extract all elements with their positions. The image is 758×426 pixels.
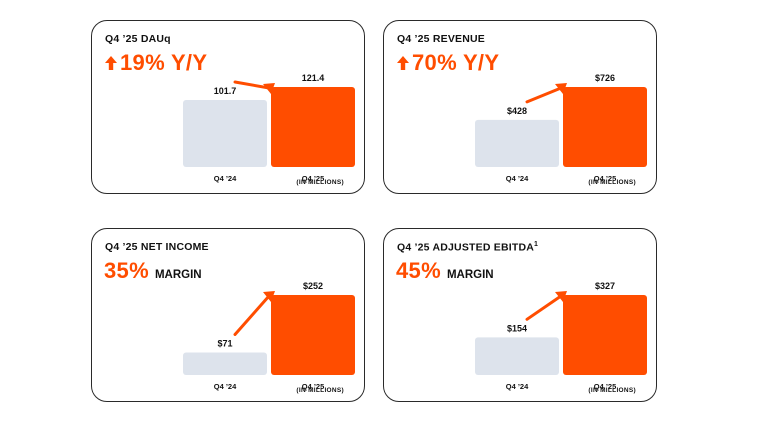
revenue-card: Q4 ’25 REVENUE 70% Y/Y $428 Q4 ’24 $726 Q4 … xyxy=(383,20,657,194)
headline-suffix: MARGIN xyxy=(154,269,202,281)
category-label: Q4 ’24 xyxy=(214,382,237,391)
headline-value: 70% Y/Y xyxy=(412,50,500,75)
bar-chart: $428 Q4 ’24 $726 Q4 ’25 xyxy=(475,73,647,183)
card-title: Q4 ’25 NET INCOME xyxy=(105,241,209,253)
net-income-card: Q4 ’25 NET INCOME 35% MARGIN $71 Q4 ’24 $2… xyxy=(91,228,365,402)
card-title: Q4 ’25 DAUq xyxy=(105,33,171,45)
category-label: Q4 ’25 xyxy=(594,174,617,183)
bar-prior-year xyxy=(475,119,559,167)
units-label: (IN MILLIONS) xyxy=(296,387,344,394)
bar-current-year xyxy=(563,295,647,375)
growth-arrow-icon xyxy=(233,80,275,94)
bar-chart: $71 Q4 ’24 $252 Q4 ’25 xyxy=(183,281,355,391)
bar-value-label: $327 xyxy=(595,281,615,291)
footnote-marker: 1 xyxy=(534,241,539,248)
bar-value-label: 101.7 xyxy=(214,86,237,96)
category-label: Q4 ’24 xyxy=(506,382,529,391)
bar-prior-year xyxy=(183,352,267,375)
bar-current-year xyxy=(563,87,647,167)
headline: 35% MARGIN xyxy=(104,258,202,284)
bar-value-label: $252 xyxy=(303,281,323,291)
bar-value-label: 121.4 xyxy=(302,73,325,83)
bar-value-label: $154 xyxy=(507,323,527,333)
growth-arrow-icon xyxy=(525,83,567,104)
category-label: Q4 ’25 xyxy=(302,382,325,391)
card-title: Q4 ’25 REVENUE xyxy=(397,33,485,45)
bar-chart: $154 Q4 ’24 $327 Q4 ’25 xyxy=(475,281,647,391)
bar-current-year xyxy=(271,295,355,375)
bar-value-label: $71 xyxy=(217,338,232,348)
headline: 70% Y/Y xyxy=(396,50,499,76)
card-title: Q4 ’25 ADJUSTED EBITDA1 xyxy=(397,241,539,254)
bar-chart: 101.7 Q4 ’24 121.4 Q4 ’25 xyxy=(183,73,355,183)
category-label: Q4 ’24 xyxy=(214,174,237,183)
units-label: (IN MILLIONS) xyxy=(588,179,636,186)
category-label: Q4 ’25 xyxy=(594,382,617,391)
bar-prior-year xyxy=(183,99,267,167)
category-label: Q4 ’24 xyxy=(506,174,529,183)
bar-value-label: $726 xyxy=(595,73,615,83)
headline-value: 45% xyxy=(396,258,441,283)
up-arrow-icon xyxy=(397,56,409,70)
growth-arrow-icon xyxy=(233,291,275,336)
bar-current-year xyxy=(271,87,355,167)
growth-arrow-icon xyxy=(525,291,567,321)
headline: 45% MARGIN xyxy=(396,258,494,284)
category-label: Q4 ’25 xyxy=(302,174,325,183)
units-label: (IN MILLIONS) xyxy=(588,387,636,394)
dau-card: Q4 ’25 DAUq 19% Y/Y 101.7 Q4 ’24 121.4 Q4 ’… xyxy=(91,20,365,194)
headline-suffix: MARGIN xyxy=(446,269,494,281)
bar-value-label: $428 xyxy=(507,106,527,116)
adjusted-ebitda-card: Q4 ’25 ADJUSTED EBITDA1 45% MARGIN $154 Q… xyxy=(383,228,657,402)
units-label: (IN MILLIONS) xyxy=(296,179,344,186)
up-arrow-icon xyxy=(105,56,117,70)
bar-prior-year xyxy=(475,337,559,375)
headline-value: 19% Y/Y xyxy=(120,50,208,75)
headline-value: 35% xyxy=(104,258,149,283)
headline: 19% Y/Y xyxy=(104,50,207,76)
